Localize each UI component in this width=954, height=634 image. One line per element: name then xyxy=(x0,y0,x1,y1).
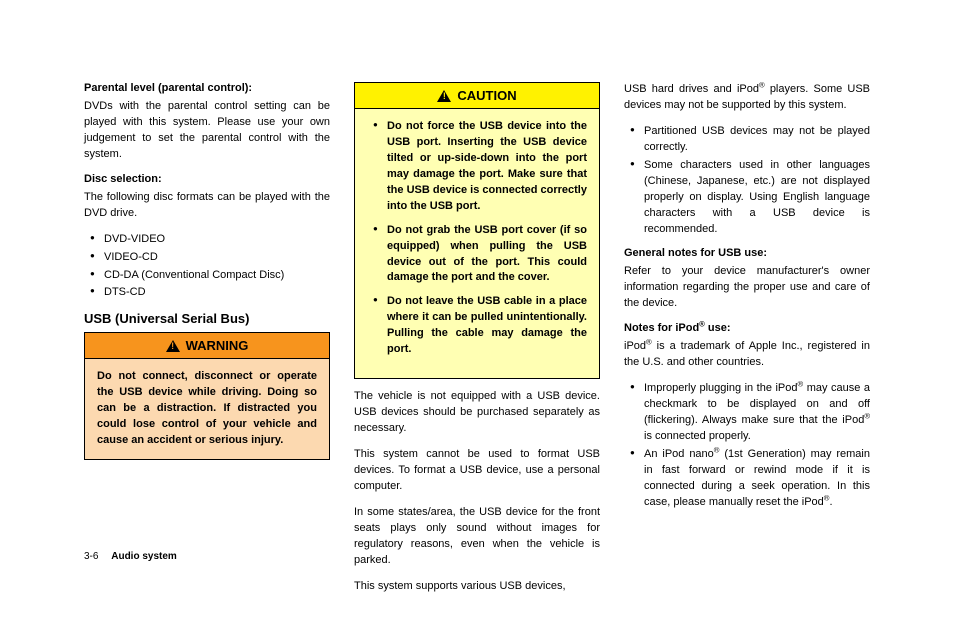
list-item: Improperly plugging in the iPod® may cau… xyxy=(630,381,870,445)
section-title: Audio system xyxy=(111,551,177,562)
heading-usb: USB (Universal Serial Bus) xyxy=(84,311,330,326)
list-item: Partitioned USB devices may not be playe… xyxy=(630,124,870,156)
page-footer: 3-6 Audio system xyxy=(84,551,177,562)
usb-notes-list: Partitioned USB devices may not be playe… xyxy=(624,124,870,238)
column-1: Parental level (parental control): DVDs … xyxy=(84,82,330,594)
list-item: Some characters used in other languages … xyxy=(630,158,870,238)
warning-body: Do not connect, disconnect or operate th… xyxy=(85,359,329,459)
para-device-manufacturer: Refer to your device manufacturer's owne… xyxy=(624,264,870,312)
column-3: USB hard drives and iPod® players. Some … xyxy=(624,82,870,594)
list-item: CD-DA (Conventional Compact Disc) xyxy=(90,268,330,284)
list-item: DVD-VIDEO xyxy=(90,232,330,248)
para-ipod-trademark: iPod® is a trademark of Apple Inc., regi… xyxy=(624,339,870,371)
list-item: DTS-CD xyxy=(90,285,330,301)
para-usb-hdd-ipod: USB hard drives and iPod® players. Some … xyxy=(624,82,870,114)
warning-label: WARNING xyxy=(186,338,249,353)
column-2: CAUTION Do not force the USB device into… xyxy=(354,82,600,594)
list-item: VIDEO-CD xyxy=(90,250,330,266)
page-number: 3-6 xyxy=(84,551,98,562)
para-disc-formats: The following disc formats can be played… xyxy=(84,190,330,222)
caution-box: CAUTION Do not force the USB device into… xyxy=(354,82,600,379)
list-item: An iPod nano® (1st Generation) may remai… xyxy=(630,447,870,511)
manual-page: Parental level (parental control): DVDs … xyxy=(0,0,954,634)
heading-ipod-notes: Notes for iPod® use: xyxy=(624,322,870,334)
ipod-notes-list: Improperly plugging in the iPod® may cau… xyxy=(624,381,870,511)
warning-header: WARNING xyxy=(85,333,329,359)
heading-disc-selection: Disc selection: xyxy=(84,173,330,185)
caution-triangle-icon xyxy=(437,90,451,102)
caution-list: Do not force the USB device into the USB… xyxy=(367,119,587,358)
para-usb-states: In some states/area, the USB device for … xyxy=(354,505,600,569)
caution-label: CAUTION xyxy=(457,88,516,103)
disc-format-list: DVD-VIDEO VIDEO-CD CD-DA (Conventional C… xyxy=(84,232,330,302)
list-item: Do not force the USB device into the USB… xyxy=(373,119,587,215)
heading-general-usb-notes: General notes for USB use: xyxy=(624,247,870,259)
heading-parental-level: Parental level (parental control): xyxy=(84,82,330,94)
para-usb-format: This system cannot be used to format USB… xyxy=(354,447,600,495)
warning-box: WARNING Do not connect, disconnect or op… xyxy=(84,332,330,460)
para-usb-not-equipped: The vehicle is not equipped with a USB d… xyxy=(354,389,600,437)
list-item: Do not leave the USB cable in a place wh… xyxy=(373,294,587,358)
para-parental: DVDs with the parental control setting c… xyxy=(84,99,330,163)
caution-header: CAUTION xyxy=(355,83,599,109)
list-item: Do not grab the USB port cover (if so eq… xyxy=(373,223,587,287)
para-usb-supports: This system supports various USB devices… xyxy=(354,579,600,595)
warning-triangle-icon xyxy=(166,340,180,352)
caution-body: Do not force the USB device into the USB… xyxy=(355,109,599,378)
